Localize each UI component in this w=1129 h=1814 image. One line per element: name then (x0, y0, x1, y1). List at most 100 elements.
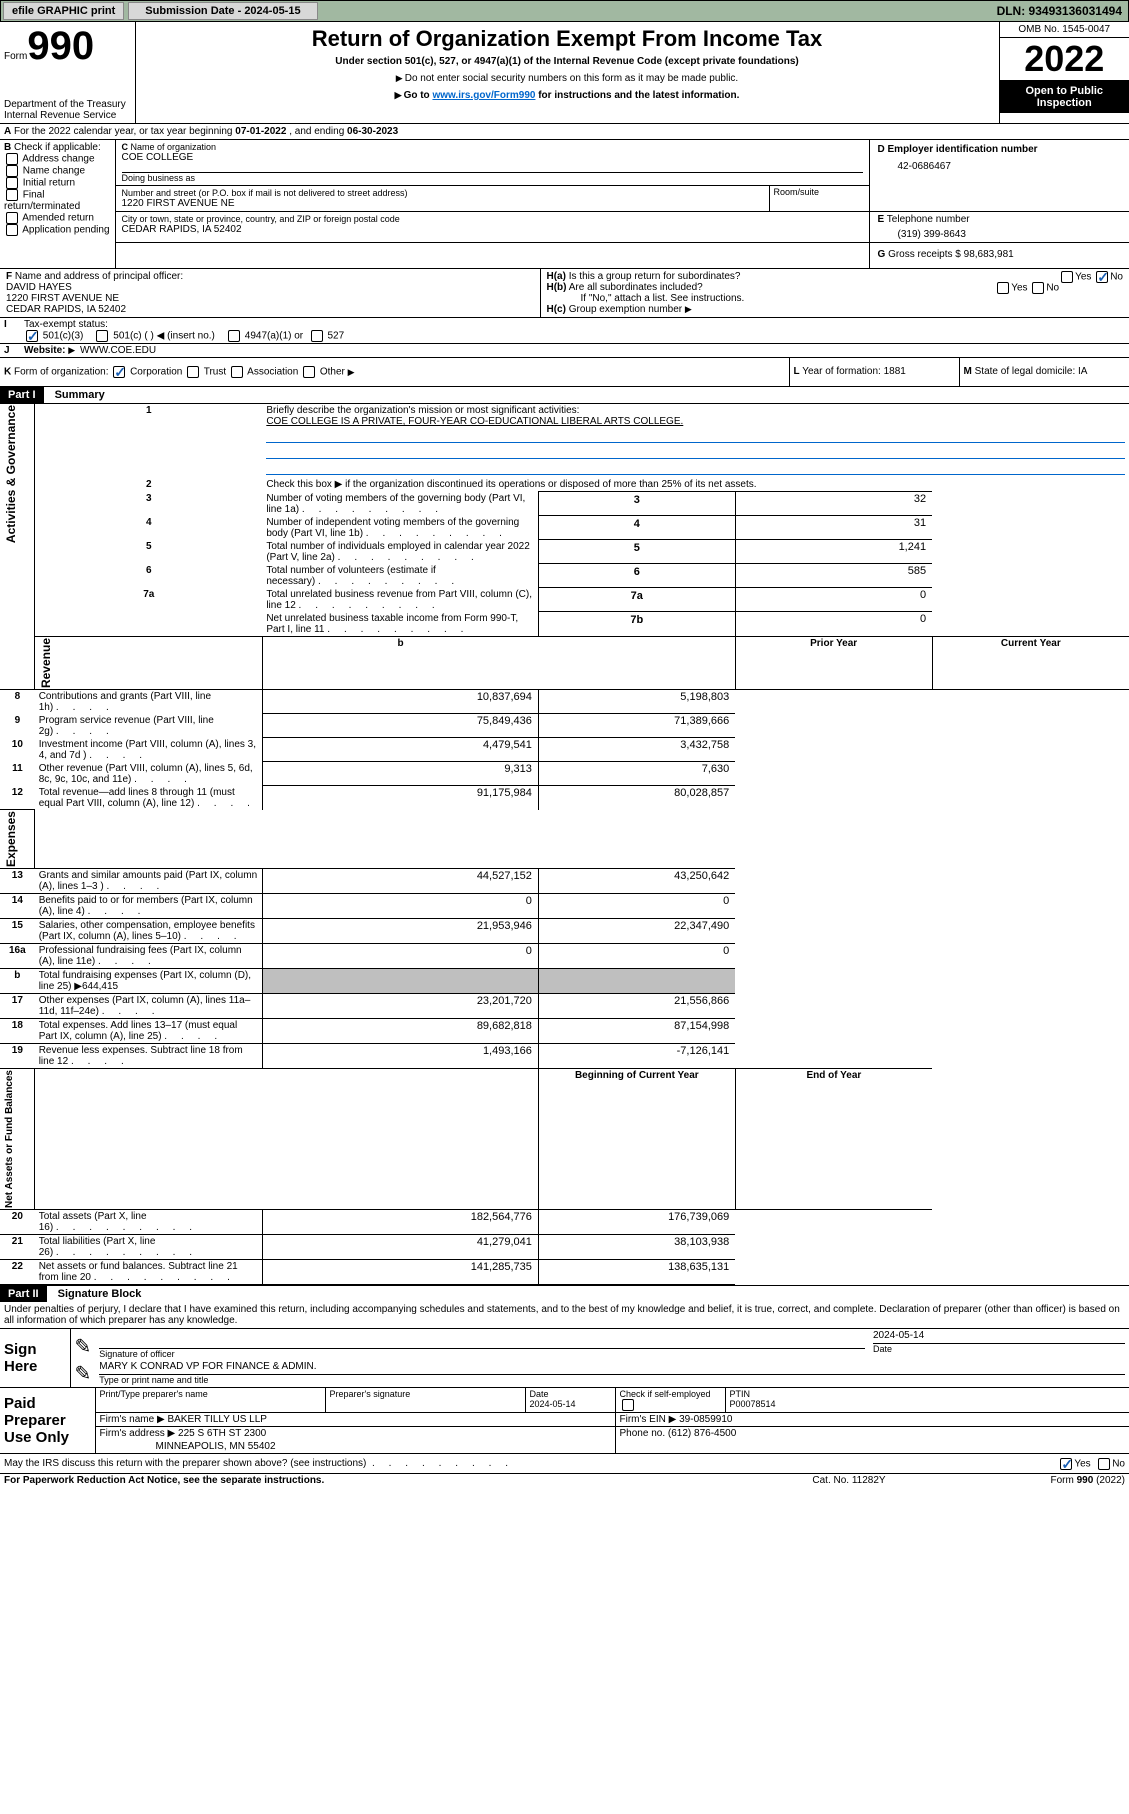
cb-address-change[interactable] (6, 153, 18, 165)
cb-ha-yes[interactable] (1061, 271, 1073, 283)
street-label: Number and street (or P.O. box if mail i… (122, 188, 763, 198)
j-label: Website: (24, 345, 66, 356)
cb-hb-yes[interactable] (997, 282, 1009, 294)
website: WWW.COE.EDU (80, 345, 156, 356)
city-label: City or town, state or province, country… (122, 214, 863, 224)
expense-row: 17Other expenses (Part IX, column (A), l… (0, 994, 1129, 1019)
prep-date-label: Date (530, 1389, 549, 1399)
k-label: Form of organization: (14, 367, 109, 378)
entity-block: B Check if applicable: Address change Na… (0, 140, 1129, 269)
gov-row: 7aTotal unrelated business revenue from … (0, 588, 1129, 612)
cb-ha-no[interactable] (1096, 271, 1108, 283)
open-to-public: Open to Public Inspection (1000, 81, 1129, 113)
footer-left: For Paperwork Reduction Act Notice, see … (0, 1474, 749, 1487)
footer: For Paperwork Reduction Act Notice, see … (0, 1474, 1129, 1487)
form-header: Form990 Department of the Treasury Inter… (0, 22, 1129, 124)
part1-header: Part I Summary (0, 387, 1129, 404)
firm-name: BAKER TILLY US LLP (167, 1414, 267, 1425)
cb-final-return[interactable] (6, 189, 18, 201)
c-name-label: Name of organization (131, 142, 217, 152)
officer-block: F Name and address of principal officer:… (0, 269, 1129, 318)
part1-label: Part I (0, 387, 44, 403)
efile-topbar: efile GRAPHIC print Submission Date - 20… (0, 0, 1129, 22)
footer-mid: Cat. No. 11282Y (749, 1474, 949, 1487)
sig-date: 2024-05-14 (873, 1330, 1125, 1341)
cb-discuss-yes[interactable] (1060, 1458, 1072, 1470)
paid-preparer-block: Paid Preparer Use Only Print/Type prepar… (0, 1388, 1129, 1454)
col-current: Current Year (932, 636, 1129, 689)
side-gov: Activities & Governance (4, 405, 18, 543)
part2-label: Part II (0, 1286, 47, 1302)
ha-label: Is this a group return for subordinates? (569, 271, 741, 282)
form-word: Form (4, 51, 27, 62)
year-formation: 1881 (884, 366, 906, 377)
revenue-row: 8Contributions and grants (Part VIII, li… (0, 689, 1129, 714)
gov-row: 4Number of independent voting members of… (0, 516, 1129, 540)
dept-treasury: Department of the Treasury Internal Reve… (4, 99, 131, 121)
line-a-mid: , and ending (286, 126, 347, 137)
firm-addr-label: Firm's address ▶ (100, 1428, 176, 1439)
cb-other[interactable] (303, 366, 315, 378)
expense-row: 18Total expenses. Add lines 13–17 (must … (0, 1019, 1129, 1044)
netassets-row: 21Total liabilities (Part X, line 26)41,… (0, 1235, 1129, 1260)
irs-link[interactable]: www.irs.gov/Form990 (432, 90, 535, 101)
cb-hb-no[interactable] (1032, 282, 1044, 294)
cb-4947[interactable] (228, 330, 240, 342)
firm-addr2: MINNEAPOLIS, MN 55402 (95, 1440, 615, 1454)
officer-title-label: Type or print name and title (99, 1375, 1125, 1385)
officer-addr2: CEDAR RAPIDS, IA 52402 (6, 304, 534, 315)
cb-501c[interactable] (96, 330, 108, 342)
b-label: Check if applicable: (14, 142, 101, 153)
revenue-row: 10Investment income (Part VIII, column (… (0, 738, 1129, 762)
col-end: End of Year (735, 1069, 932, 1210)
cb-app-pending[interactable] (6, 224, 18, 236)
cb-amended[interactable] (6, 212, 18, 224)
org-name: COE COLLEGE (122, 152, 863, 163)
expense-row: 13Grants and similar amounts paid (Part … (0, 869, 1129, 894)
tax-year: 2022 (1000, 38, 1129, 81)
note-ssn: Do not enter social security numbers on … (405, 73, 738, 84)
tax-year-end: 06-30-2023 (347, 126, 398, 137)
officer-printed: MARY K CONRAD VP FOR FINANCE & ADMIN. (99, 1361, 1125, 1372)
cb-trust[interactable] (187, 366, 199, 378)
gov-row: 5Total number of individuals employed in… (0, 540, 1129, 564)
form-990-number: 990 (27, 24, 94, 68)
tax-year-begin: 07-01-2022 (235, 126, 286, 137)
l-label: Year of formation: (802, 366, 881, 377)
dln: DLN: 93493136031494 (997, 4, 1128, 18)
form-title: Return of Organization Exempt From Incom… (146, 26, 989, 52)
cb-initial-return[interactable] (6, 177, 18, 189)
form-subtitle: Under section 501(c), 527, or 4947(a)(1)… (146, 56, 989, 67)
prep-date: 2024-05-14 (530, 1399, 576, 1409)
cb-name-change[interactable] (6, 165, 18, 177)
ptin-label: PTIN (730, 1389, 751, 1399)
firm-name-label: Firm's name ▶ (100, 1414, 165, 1425)
cb-501c3[interactable] (26, 330, 38, 342)
efile-print-button[interactable]: efile GRAPHIC print (3, 2, 124, 20)
cb-self-employed[interactable] (622, 1399, 634, 1411)
m-label: State of legal domicile: (975, 366, 1076, 377)
revenue-row: 12Total revenue—add lines 8 through 11 (… (0, 786, 1129, 810)
hc-label: Group exemption number (569, 304, 682, 315)
revenue-row: 11Other revenue (Part VIII, column (A), … (0, 762, 1129, 786)
gov-row: 3Number of voting members of the governi… (0, 492, 1129, 516)
expense-row: 19Revenue less expenses. Subtract line 1… (0, 1044, 1129, 1069)
status-block: I Tax-exempt status: 501(c)(3) 501(c) ( … (0, 318, 1129, 358)
firm-ein-label: Firm's EIN ▶ (620, 1414, 677, 1425)
date-label: Date (873, 1344, 1125, 1354)
cb-discuss-no[interactable] (1098, 1458, 1110, 1470)
part2-header: Part II Signature Block (0, 1285, 1129, 1302)
l2: Check this box ▶ if the organization dis… (266, 479, 756, 490)
cb-assoc[interactable] (231, 366, 243, 378)
prep-name-label: Print/Type preparer's name (95, 1388, 325, 1413)
gov-row: Net unrelated business taxable income fr… (0, 612, 1129, 637)
e-label: Telephone number (887, 214, 970, 225)
phone-label: Phone no. (620, 1428, 666, 1439)
cb-corp[interactable] (113, 366, 125, 378)
firm-ein: 39-0859910 (679, 1414, 732, 1425)
firm-addr1: 225 S 6TH ST 2300 (178, 1428, 266, 1439)
note-goto-pre: Go to (404, 90, 433, 101)
side-rev: Revenue (39, 638, 53, 688)
netassets-row: 22Net assets or fund balances. Subtract … (0, 1260, 1129, 1285)
cb-527[interactable] (311, 330, 323, 342)
